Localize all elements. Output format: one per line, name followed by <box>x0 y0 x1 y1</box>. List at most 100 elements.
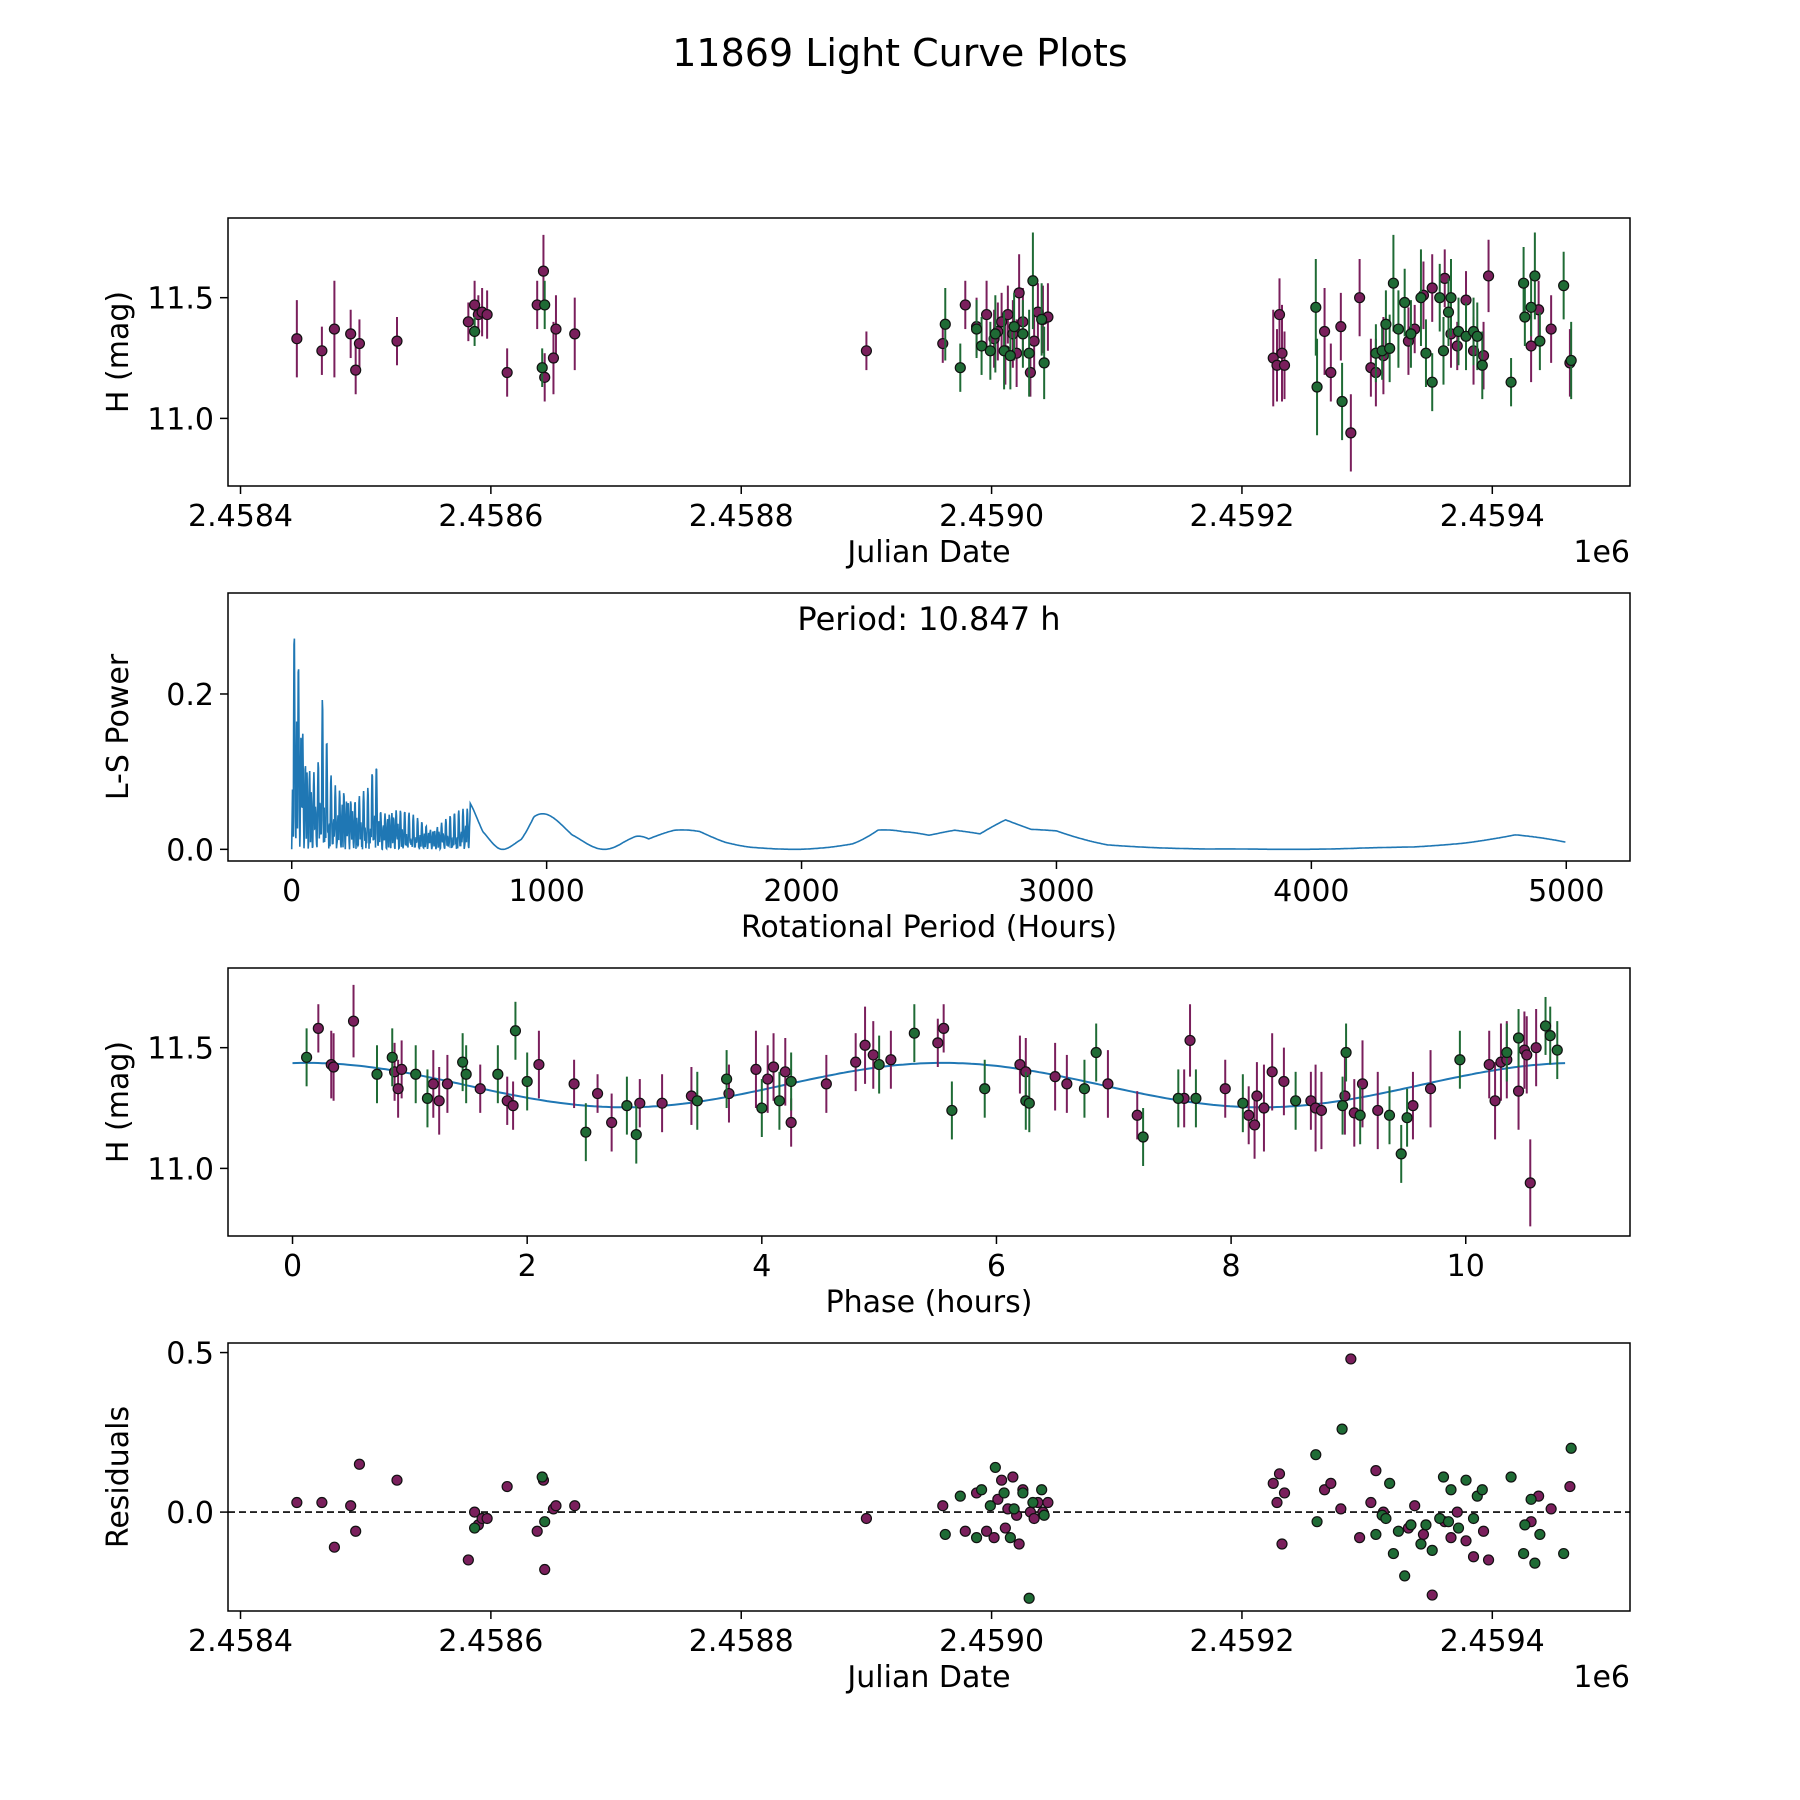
residuals-series-band-2 <box>469 1423 1577 1604</box>
phased-data-point <box>946 1104 958 1117</box>
lightcurve-data-point <box>1345 427 1357 439</box>
residuals-data-point <box>539 1563 551 1576</box>
lightcurve-data-point <box>537 265 550 277</box>
residuals-data-point <box>1013 1538 1025 1550</box>
lightcurve-data-point <box>970 323 983 335</box>
residuals-data-point <box>1392 1525 1405 1537</box>
lightcurve-data-point <box>1529 270 1541 282</box>
lightcurve-data-point <box>1311 381 1323 393</box>
residuals-data-point <box>531 1525 543 1537</box>
phased-data-point <box>371 1068 383 1080</box>
residuals-data-point <box>539 1516 551 1528</box>
periodogram-frame <box>227 592 1631 862</box>
residuals-data-point <box>999 1522 1011 1534</box>
phased-data-point <box>859 1039 871 1051</box>
residuals-data-point <box>959 1525 971 1537</box>
lightcurve-data-point <box>1278 359 1291 371</box>
periodogram-xtick-label: 5000 <box>1528 874 1604 909</box>
residuals-data-point <box>1036 1484 1048 1496</box>
residuals-xlabel: Julian Date <box>845 1660 1010 1695</box>
lightcurve-data-point <box>550 323 562 335</box>
residuals-data-point <box>1380 1512 1392 1525</box>
residuals-data-point <box>1273 1468 1286 1480</box>
phased-data-point <box>312 1022 324 1034</box>
residuals-data-point <box>1311 1516 1323 1528</box>
lightcurve-data-point <box>1023 347 1035 359</box>
lightcurve-data-point <box>1008 321 1020 333</box>
lightcurve-xtick-label: 2.4592 <box>1189 499 1294 534</box>
residuals-data-point <box>291 1496 303 1509</box>
phased-data-point <box>1383 1109 1396 1121</box>
lightcurve-data-point <box>350 364 362 376</box>
phased-data-point <box>301 1051 313 1063</box>
lightcurve-xtick-label: 2.4590 <box>939 499 1044 534</box>
lightcurve-data-point <box>462 316 474 328</box>
lightcurve-data-point <box>1558 280 1570 292</box>
residuals-data-point <box>328 1541 341 1553</box>
lightcurve-data-point <box>328 323 341 335</box>
residuals-data-point <box>937 1500 949 1512</box>
phased-data-point <box>723 1087 735 1100</box>
lightcurve-data-point <box>1036 313 1048 326</box>
phased-data-point <box>873 1058 885 1071</box>
phased-data-point <box>785 1075 797 1088</box>
residuals-data-point <box>1467 1551 1480 1563</box>
residuals-data-point <box>1565 1442 1577 1454</box>
residuals-data-point <box>1335 1503 1347 1515</box>
phased-data-point <box>634 1097 646 1109</box>
residuals-data-point <box>481 1512 493 1525</box>
phased-data-point <box>521 1075 533 1088</box>
residuals-data-point <box>954 1490 966 1502</box>
phased-data-point <box>750 1063 762 1076</box>
lightcurve-data-point <box>547 352 560 364</box>
residuals-data-point <box>1007 1471 1019 1483</box>
phased-series-band-1 <box>312 984 1542 1227</box>
phased-data-point <box>1521 1049 1533 1061</box>
residuals-data-point <box>1387 1547 1400 1560</box>
residuals-data-point <box>1365 1496 1377 1509</box>
lightcurve-data-point <box>989 328 1001 340</box>
phased-data-point <box>630 1128 642 1141</box>
phased-data-point <box>1356 1078 1369 1090</box>
phased-xlabel: Phase (hours) <box>826 1285 1033 1320</box>
lightcurve-data-point <box>539 299 551 311</box>
phased-data-point <box>1401 1112 1413 1124</box>
residuals-data-point <box>536 1471 548 1483</box>
phased-data-point <box>1090 1046 1102 1059</box>
phased-data-point <box>1551 1044 1563 1056</box>
residuals-x-offset-label: 1e6 <box>1573 1660 1630 1695</box>
periodogram-panel: 0 1000 2000 3000 4000 5000 0.0 0.2 Rotational Pe… <box>101 592 1631 945</box>
lightcurve-data-point <box>1384 342 1396 354</box>
lightcurve-data-point <box>353 337 366 350</box>
phased-data-point <box>1544 1030 1556 1042</box>
residuals-data-point <box>1426 1589 1438 1601</box>
phased-data-point <box>1539 1020 1552 1032</box>
periodogram-ytick-label: 0.2 <box>166 678 214 713</box>
lightcurve-data-point <box>1534 335 1546 347</box>
residuals-data-point <box>1370 1465 1382 1477</box>
phased-data-point <box>327 1061 340 1073</box>
phased-data-point <box>457 1056 469 1068</box>
phased-data-point <box>1190 1092 1202 1104</box>
residuals-data-point <box>1276 1538 1288 1550</box>
lightcurve-series-band-2 <box>469 232 1577 441</box>
periodogram-xtick-label: 0 <box>282 874 301 909</box>
lightcurve-data-point <box>1380 318 1392 330</box>
phased-data-point <box>1336 1100 1349 1112</box>
phased-data-point <box>1137 1131 1149 1143</box>
residuals-data-point <box>989 1461 1001 1474</box>
residuals-data-point <box>1545 1503 1557 1515</box>
phased-data-point <box>1512 1085 1525 1097</box>
phased-data-point <box>1049 1071 1061 1083</box>
residuals-data-point <box>391 1474 403 1486</box>
phased-data-point <box>820 1078 832 1090</box>
residuals-data-point <box>469 1506 481 1518</box>
phased-data-point <box>580 1126 592 1138</box>
phased-data-point <box>1530 1042 1542 1054</box>
phased-data-point <box>1172 1092 1184 1104</box>
phased-data-point <box>1290 1095 1302 1107</box>
phased-data-point <box>568 1078 580 1090</box>
phased-data-point <box>779 1066 791 1078</box>
phased-panel: 0 2 4 6 8 10 11.0 11.5 Phase (hours) H (mag) <box>101 967 1631 1320</box>
